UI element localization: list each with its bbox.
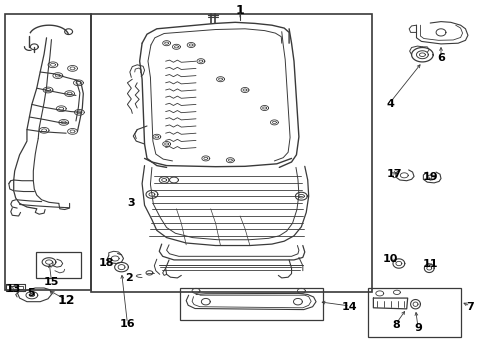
Text: 5: 5 — [27, 288, 35, 298]
Bar — [91, 14, 372, 292]
Text: 7: 7 — [466, 302, 474, 312]
Bar — [5, 14, 91, 290]
Bar — [180, 288, 323, 320]
Text: 2: 2 — [125, 273, 133, 283]
Text: 9: 9 — [414, 323, 422, 333]
Bar — [368, 288, 461, 337]
Text: 18: 18 — [99, 258, 115, 268]
Text: 13: 13 — [6, 284, 22, 294]
Text: 12: 12 — [57, 294, 75, 307]
Text: 14: 14 — [342, 302, 358, 312]
Text: 8: 8 — [392, 320, 400, 330]
Text: 4: 4 — [386, 99, 394, 109]
Text: 19: 19 — [422, 172, 438, 182]
Text: 6: 6 — [437, 53, 445, 63]
Text: 16: 16 — [120, 319, 135, 329]
Text: 17: 17 — [386, 168, 402, 179]
Text: 10: 10 — [382, 254, 398, 264]
Text: 3: 3 — [127, 198, 135, 208]
Text: 15: 15 — [44, 276, 59, 287]
Text: 11: 11 — [422, 258, 438, 269]
Bar — [36, 252, 81, 278]
Text: 1: 1 — [236, 4, 245, 17]
